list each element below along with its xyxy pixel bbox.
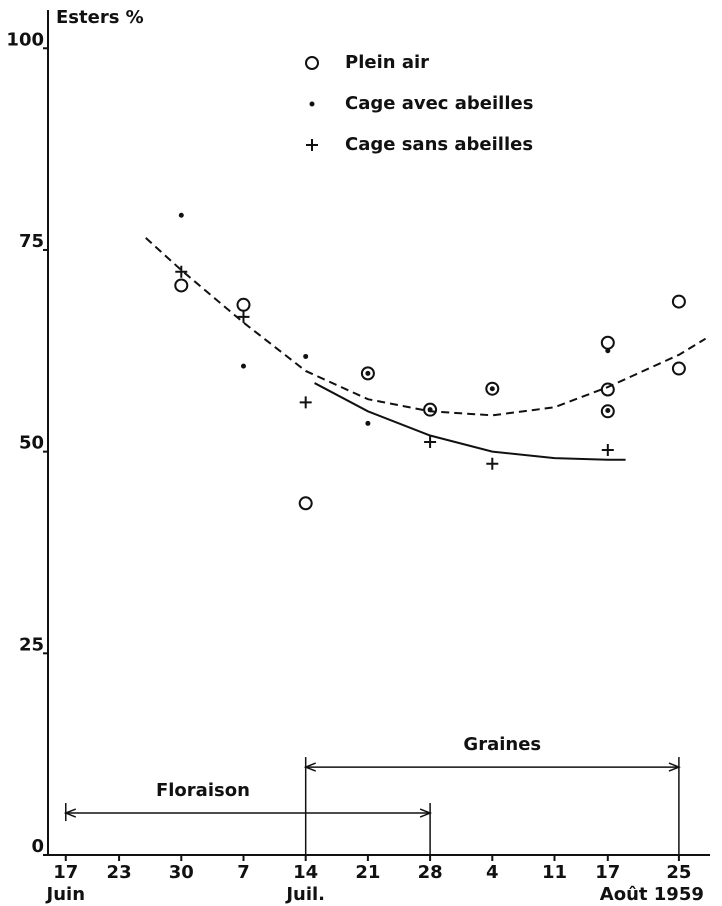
x-tick-label: 14 xyxy=(293,862,318,883)
data-point xyxy=(175,265,188,278)
legend-marker xyxy=(309,101,315,107)
data-point xyxy=(600,335,615,350)
data-point xyxy=(427,407,433,413)
x-tick-label: 11 xyxy=(542,862,567,883)
data-point xyxy=(600,382,615,397)
y-tick-label: 25 xyxy=(19,634,44,655)
data-point xyxy=(237,310,250,323)
data-point xyxy=(424,435,437,448)
range-label: Floraison xyxy=(156,780,250,801)
fit-curve xyxy=(314,382,626,461)
data-point xyxy=(365,420,371,426)
y-tick-label: 100 xyxy=(6,29,44,50)
data-point xyxy=(671,294,686,309)
range-label: Graines xyxy=(463,734,541,755)
x-tick-label: 21 xyxy=(355,862,380,883)
y-tick-label: 75 xyxy=(19,231,44,252)
x-tick-label: 23 xyxy=(107,862,132,883)
data-point xyxy=(360,366,375,381)
month-label: Juil. xyxy=(284,884,325,905)
data-point xyxy=(601,444,614,457)
data-point xyxy=(303,353,309,359)
x-tick-label: 28 xyxy=(418,862,443,883)
y-tick-label: 0 xyxy=(31,836,44,857)
legend-marker xyxy=(305,56,319,70)
data-point xyxy=(489,386,495,392)
x-tick-label: 17 xyxy=(53,862,78,883)
y-tick-label: 50 xyxy=(19,433,44,454)
data-point xyxy=(423,402,438,417)
legend-label: Plein air xyxy=(345,52,429,73)
x-tick-label: 17 xyxy=(595,862,620,883)
y-axis-label: Esters % xyxy=(56,7,144,28)
x-tick-label: 30 xyxy=(169,862,194,883)
data-point xyxy=(298,496,313,511)
month-label: Août 1959 xyxy=(600,884,704,905)
data-point xyxy=(605,348,611,354)
fit-curve xyxy=(145,237,707,417)
data-point xyxy=(174,278,189,293)
data-point xyxy=(486,457,499,470)
data-point xyxy=(299,396,312,409)
x-tick-label: 4 xyxy=(486,862,499,883)
month-label: Juin xyxy=(45,884,86,905)
data-point xyxy=(365,370,371,376)
legend-marker xyxy=(306,139,318,151)
data-point xyxy=(236,297,251,312)
data-point xyxy=(178,212,184,218)
x-tick-label: 7 xyxy=(237,862,250,883)
data-point xyxy=(605,407,611,413)
legend-label: Cage sans abeilles xyxy=(345,134,533,155)
legend-label: Cage avec abeilles xyxy=(345,93,533,114)
x-tick-label: 25 xyxy=(666,862,691,883)
data-point xyxy=(671,361,686,376)
data-point xyxy=(485,381,500,396)
data-point xyxy=(240,363,246,369)
data-point xyxy=(600,404,615,419)
